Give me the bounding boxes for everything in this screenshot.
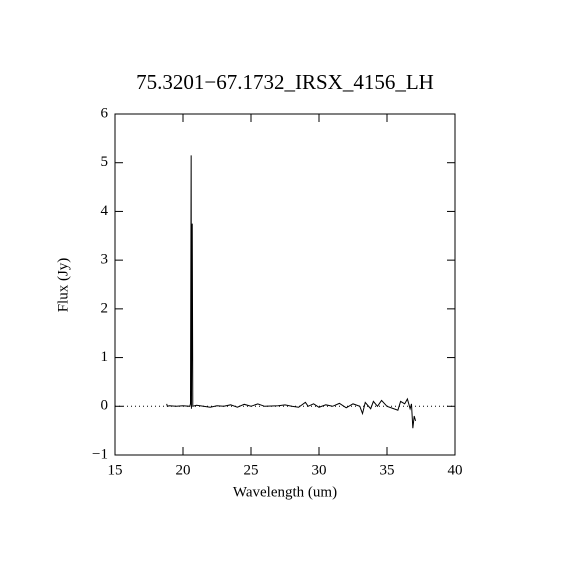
x-tick-label: 15 xyxy=(108,462,123,478)
y-tick-label: 6 xyxy=(101,105,109,121)
plot-frame xyxy=(114,113,456,456)
y-tick-label: −1 xyxy=(92,446,108,462)
x-axis-label: Wavelength (um) xyxy=(233,484,337,500)
spectrum-line xyxy=(166,155,417,429)
y-tick-label: 5 xyxy=(101,154,109,170)
x-tick-label: 25 xyxy=(244,462,259,478)
y-tick-label: 4 xyxy=(101,203,109,219)
y-tick-label: 2 xyxy=(101,300,109,316)
x-tick-label: 20 xyxy=(176,462,191,478)
x-tick-label: 35 xyxy=(380,462,395,478)
x-tick-label: 30 xyxy=(312,462,327,478)
y-tick-label: 1 xyxy=(101,349,109,365)
chart-title: 75.3201−67.1732_IRSX_4156_LH xyxy=(136,70,434,94)
y-tick-label: 0 xyxy=(101,398,109,414)
y-tick-label: 3 xyxy=(101,252,109,268)
x-tick-label: 40 xyxy=(448,462,463,478)
y-axis-label: Flux (Jy) xyxy=(55,258,71,313)
